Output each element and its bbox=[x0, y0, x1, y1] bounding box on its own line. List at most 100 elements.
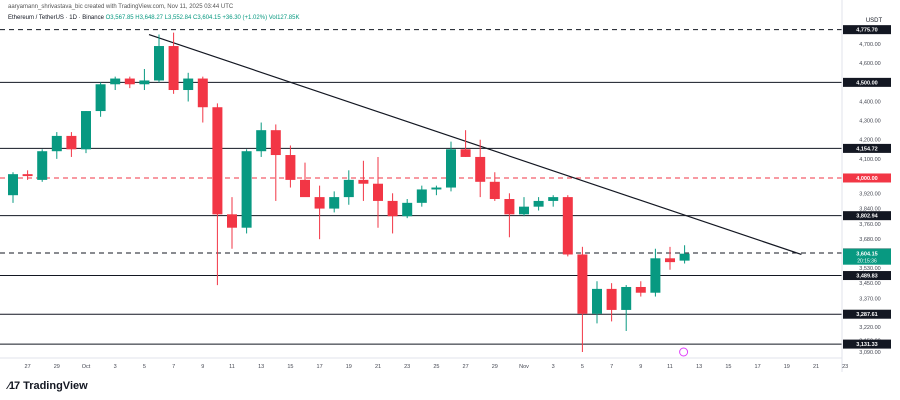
price-tick-label: 4,200.00 bbox=[859, 138, 880, 144]
candle-body bbox=[183, 78, 194, 91]
level-tag-label: 3,131.33 bbox=[856, 342, 877, 348]
countdown-label: 20:15:36 bbox=[857, 259, 877, 265]
price-tick-label: 4,300.00 bbox=[859, 119, 880, 125]
candle-body bbox=[343, 179, 354, 198]
candle-body bbox=[635, 286, 646, 293]
date-tick-label: 9 bbox=[201, 364, 204, 370]
candle-body bbox=[139, 80, 150, 85]
candle-body bbox=[373, 183, 383, 201]
date-tick-label: 27 bbox=[25, 364, 31, 370]
date-tick-label: 3 bbox=[114, 364, 117, 370]
level-tag bbox=[843, 211, 891, 221]
candle-body bbox=[548, 197, 559, 201]
candle-body bbox=[51, 135, 62, 152]
candle-body bbox=[533, 200, 544, 207]
candle-body bbox=[504, 199, 515, 215]
volume-value: Vol127.85K bbox=[268, 15, 300, 21]
candle-body bbox=[489, 181, 500, 200]
candle-body bbox=[329, 197, 340, 209]
price-tick-label: 3,450.00 bbox=[859, 281, 880, 287]
candle-body bbox=[431, 187, 442, 190]
price-tick-label: 3,840.00 bbox=[859, 207, 880, 213]
candle-body bbox=[110, 78, 121, 85]
level-tag bbox=[843, 25, 891, 35]
candle-body bbox=[81, 111, 91, 150]
level-tag bbox=[843, 309, 891, 319]
ohlc-values: O3,567.85 H3,648.27 L3,552.84 C3,604.15 … bbox=[105, 15, 268, 21]
level-tag bbox=[843, 271, 891, 281]
candle-body bbox=[592, 288, 602, 314]
date-tick-label: 5 bbox=[143, 364, 146, 370]
candle-body bbox=[577, 254, 588, 314]
date-tick-label: 15 bbox=[287, 364, 293, 370]
price-tick-label: 3,760.00 bbox=[859, 222, 880, 228]
candle-body bbox=[212, 107, 223, 215]
current-price-tag bbox=[843, 248, 891, 265]
price-tick-label: 4,600.00 bbox=[859, 61, 880, 67]
level-tag-label: 3,802.94 bbox=[856, 214, 878, 220]
price-tick-label: 3,530.00 bbox=[859, 266, 880, 272]
level-tag-label: 4,775.70 bbox=[856, 28, 877, 34]
price-tick-label: 3,370.00 bbox=[859, 296, 880, 302]
date-tick-label: Oct bbox=[82, 364, 91, 370]
level-tag bbox=[843, 339, 891, 349]
level-tag-label: 4,500.00 bbox=[856, 80, 877, 86]
candle-body bbox=[124, 78, 135, 85]
tradingview-brand: ⁄17 TradingView bbox=[8, 380, 88, 392]
candle-body bbox=[256, 130, 267, 152]
level-tag-label: 3,489.83 bbox=[856, 274, 877, 280]
current-price-label: 3,604.15 bbox=[856, 252, 877, 258]
symbol-info: Ethereum / TetherUS · 1D · Binance O3,56… bbox=[8, 15, 299, 21]
date-tick-label: 7 bbox=[172, 364, 175, 370]
trendline-group bbox=[148, 33, 802, 256]
date-tick-label: 11 bbox=[667, 364, 673, 370]
date-tick-label: 19 bbox=[784, 364, 790, 370]
candle-body bbox=[197, 78, 208, 108]
candle-body bbox=[95, 84, 106, 112]
date-tick-label: 13 bbox=[696, 364, 702, 370]
candle-body bbox=[402, 202, 413, 217]
candle-body bbox=[168, 46, 179, 91]
candle-body bbox=[519, 206, 529, 215]
date-tick-label: 11 bbox=[229, 364, 235, 370]
candle-body bbox=[8, 174, 18, 196]
symbol-name[interactable]: Ethereum / TetherUS · 1D · Binance bbox=[8, 15, 104, 21]
currency-label: USDT bbox=[866, 18, 883, 24]
price-tick-label: 3,220.00 bbox=[859, 325, 880, 331]
date-tick-label: 7 bbox=[610, 364, 613, 370]
brand-label: TradingView bbox=[23, 380, 88, 392]
date-tick-label: 23 bbox=[842, 364, 848, 370]
price-tick-label: 3,680.00 bbox=[859, 237, 880, 243]
price-tick-label: 4,100.00 bbox=[859, 157, 880, 163]
candle-body bbox=[227, 214, 237, 228]
candlesticks bbox=[8, 32, 690, 352]
price-tags: 4,775.70 4,500.00 4,154.72 4,000.00 3,802.94… bbox=[679, 25, 891, 357]
date-tick-label: 21 bbox=[375, 364, 381, 370]
level-tag bbox=[843, 143, 891, 153]
candle-body bbox=[606, 288, 617, 310]
candle-body bbox=[475, 156, 486, 182]
candle-body bbox=[460, 149, 471, 157]
candle-body bbox=[270, 130, 281, 156]
date-tick-label: 17 bbox=[317, 364, 323, 370]
candle-body bbox=[650, 258, 661, 293]
date-tick-label: 19 bbox=[346, 364, 352, 370]
price-tick-label: 3,920.00 bbox=[859, 191, 880, 197]
level-tag bbox=[843, 77, 891, 87]
candle-body bbox=[22, 174, 33, 177]
candle-body bbox=[665, 258, 675, 263]
level-tag-label: 3,287.61 bbox=[856, 312, 877, 318]
candle-body bbox=[562, 197, 573, 255]
candle-body bbox=[679, 253, 690, 261]
date-tick-label: 17 bbox=[755, 364, 761, 370]
tradingview-logo-icon: ⁄17 bbox=[8, 380, 20, 392]
candle-body bbox=[37, 151, 48, 180]
level-tag bbox=[843, 173, 891, 183]
date-tick-label: 27 bbox=[463, 364, 469, 370]
date-tick-label: 29 bbox=[54, 364, 60, 370]
date-tick-label: 23 bbox=[404, 364, 410, 370]
date-tick-label: 5 bbox=[581, 364, 584, 370]
horizontal-levels bbox=[0, 29, 842, 345]
candle-body bbox=[66, 135, 77, 150]
